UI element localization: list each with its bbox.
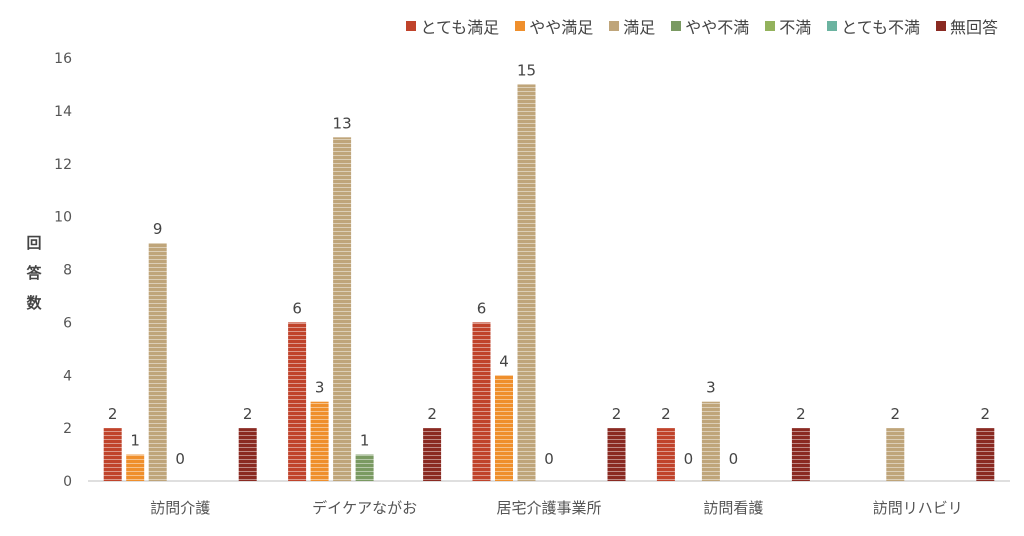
legend-label: とても満足 <box>420 18 500 37</box>
data-label: 2 <box>796 405 806 423</box>
x-tick-label: 訪問看護 <box>703 499 763 517</box>
y-tick-label: 2 <box>63 421 72 437</box>
bar <box>976 428 995 481</box>
bar <box>355 454 374 481</box>
legend-item: 満足 <box>609 14 655 38</box>
legend-label: 無回答 <box>949 18 998 37</box>
legend-label: やや満足 <box>529 18 594 37</box>
legend-item: 不満 <box>765 14 811 38</box>
bar <box>238 428 257 481</box>
legend-item: 無回答 <box>935 14 998 38</box>
data-label: 4 <box>499 352 509 370</box>
x-tick-label: 居宅介護事業所 <box>496 499 601 517</box>
data-label: 2 <box>981 405 991 423</box>
data-label: 3 <box>706 379 716 397</box>
legend-label: 不満 <box>779 18 812 37</box>
legend-swatch <box>515 21 526 31</box>
legend: とても満足 やや満足 満足 やや不満 不満 とても不満 無回答 <box>406 14 998 38</box>
data-label: 0 <box>684 450 694 468</box>
data-label: 6 <box>292 299 302 317</box>
bar <box>103 428 122 481</box>
data-label: 2 <box>661 405 671 423</box>
x-tick-label: 訪問介護 <box>150 499 210 517</box>
bar <box>791 428 810 481</box>
legend-swatch <box>609 21 620 31</box>
legend-item: やや満足 <box>515 14 593 38</box>
y-tick-label: 10 <box>54 210 72 226</box>
data-label: 0 <box>729 450 739 468</box>
data-label: 2 <box>612 405 622 423</box>
legend-swatch <box>765 21 776 31</box>
bar <box>333 137 352 481</box>
x-tick-label: 訪問リハビリ <box>873 499 963 517</box>
data-label: 2 <box>108 405 118 423</box>
data-label: 1 <box>360 432 370 450</box>
legend-swatch <box>406 21 417 31</box>
y-tick-label: 14 <box>54 104 72 120</box>
data-label: 6 <box>477 299 487 317</box>
data-label: 0 <box>544 450 554 468</box>
y-tick-label: 8 <box>63 263 72 279</box>
y-tick-label: 6 <box>63 315 72 331</box>
bar <box>495 375 513 481</box>
legend-label: 満足 <box>623 18 656 37</box>
bar <box>472 322 491 481</box>
bar <box>656 428 675 481</box>
legend-item: やや不満 <box>671 14 749 38</box>
data-label: 15 <box>517 61 536 79</box>
bar <box>701 401 720 481</box>
y-axis-label: 回答数 <box>26 234 42 312</box>
bar <box>310 401 329 481</box>
bar <box>126 454 145 481</box>
x-tick-label: デイケアながお <box>312 499 417 517</box>
legend-label: とても不満 <box>841 18 920 37</box>
legend-label: やや不満 <box>685 18 750 37</box>
y-tick-label: 4 <box>63 368 72 384</box>
data-label: 3 <box>315 379 325 397</box>
bar <box>607 428 626 481</box>
data-label: 0 <box>175 450 185 468</box>
y-tick-label: 16 <box>54 51 72 67</box>
bar <box>288 322 307 481</box>
legend-swatch <box>671 21 682 31</box>
legend-item: とても満足 <box>406 14 499 38</box>
bar <box>517 84 536 481</box>
bar <box>423 428 442 481</box>
data-label: 2 <box>427 405 437 423</box>
y-tick-label: 12 <box>54 157 72 173</box>
data-label: 13 <box>333 114 352 132</box>
legend-item: とても不満 <box>827 14 920 38</box>
data-label: 2 <box>243 405 253 423</box>
bar <box>148 243 167 481</box>
data-label: 9 <box>153 220 163 238</box>
bar <box>886 428 905 481</box>
data-label: 1 <box>130 432 140 450</box>
y-tick-label: 0 <box>63 474 72 490</box>
legend-swatch <box>827 21 838 31</box>
data-label: 2 <box>891 405 901 423</box>
legend-swatch <box>935 21 946 31</box>
